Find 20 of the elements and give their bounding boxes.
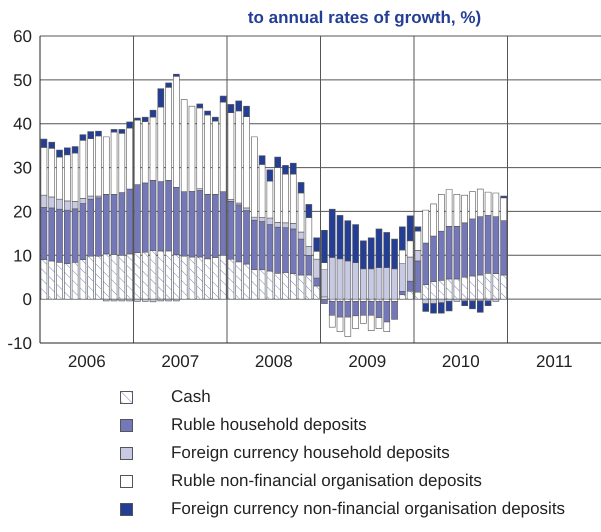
legend-label: Foreign currency household deposits — [171, 443, 450, 463]
y-tick-label: 0 — [22, 290, 32, 310]
legend-label: Ruble household deposits — [171, 415, 367, 435]
x-tick-label: 2008 — [254, 352, 293, 371]
x-tick-label: 2007 — [161, 352, 200, 371]
y-tick-label: 60 — [13, 27, 32, 46]
y-tick-label: 50 — [13, 70, 32, 90]
y-tick-label: 20 — [13, 202, 32, 222]
x-tick-label: 2011 — [536, 352, 573, 371]
legend-label: Cash — [171, 387, 211, 407]
x-tick-label: 2010 — [442, 352, 480, 371]
x-tick-label: 2009 — [348, 352, 386, 371]
legend-label: Foreign currency non-financial organisation deposits — [171, 499, 566, 519]
y-tick-label: 30 — [13, 158, 32, 178]
x-tick-label: 2006 — [68, 352, 106, 371]
y-tick-label: 10 — [13, 246, 32, 266]
y-tick-label: 40 — [13, 114, 32, 134]
legend-label: Ruble non-financial organisation deposits — [171, 471, 482, 491]
chart-title: to annual rates of growth, %) — [246, 8, 482, 28]
y-tick-label: -10 — [7, 334, 32, 354]
